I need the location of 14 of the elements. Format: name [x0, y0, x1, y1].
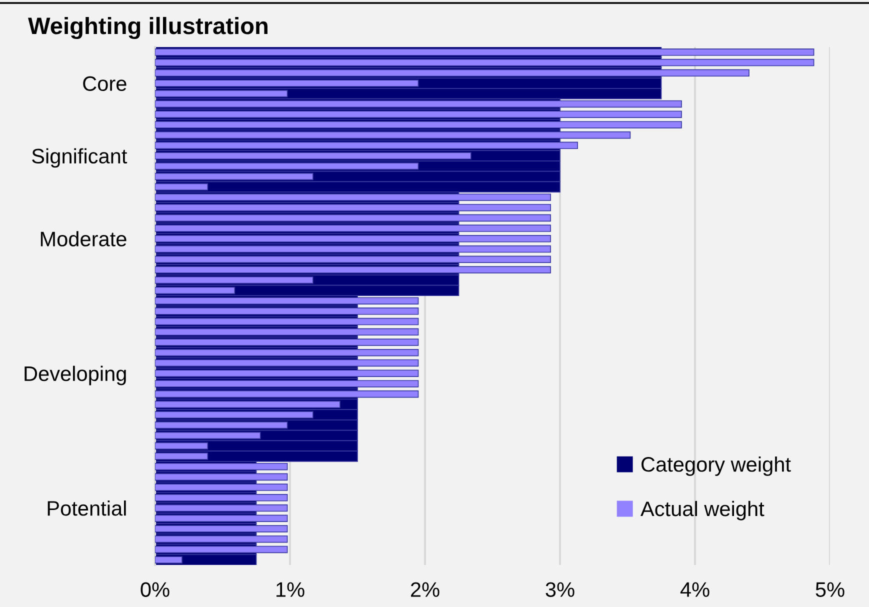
- legend-label: Category weight: [642, 456, 791, 476]
- y-tick-label: Significant: [32, 148, 128, 168]
- y-tick-label: Core: [83, 76, 126, 92]
- chart-title: Weighting illustration: [28, 16, 268, 40]
- y-tick-label: Potential: [48, 500, 126, 516]
- x-tick-label: 1%: [276, 582, 304, 597]
- x-tick-label: 0%: [140, 582, 170, 597]
- x-tick-label: 4%: [680, 582, 710, 597]
- x-tick-label: 2%: [410, 582, 440, 597]
- x-tick-label: 5%: [816, 582, 844, 597]
- y-tick-label: Moderate: [40, 231, 126, 246]
- legend-label: Actual weight: [640, 500, 764, 520]
- y-tick-label: Developing: [24, 366, 126, 386]
- x-tick-label: 3%: [546, 582, 574, 597]
